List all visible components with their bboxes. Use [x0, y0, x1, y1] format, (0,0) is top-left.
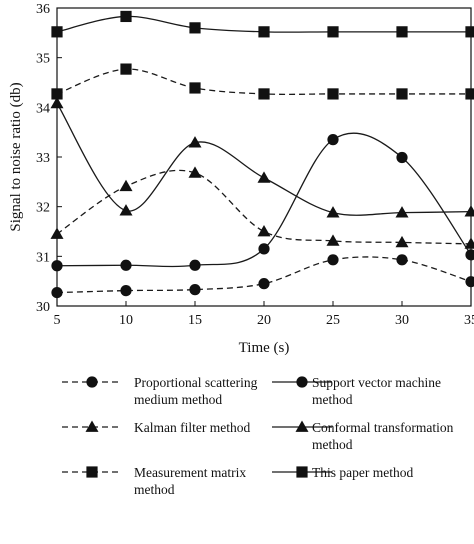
legend-label-kalman-filter-method: Kalman filter method	[134, 420, 250, 435]
series-line-conformal-transformation-method	[56, 103, 472, 216]
legend-item-proportional-scattering-medium-method: Proportional scattering medium method	[62, 375, 258, 407]
legend-swatch-marker	[296, 466, 308, 478]
legend-item-measurement-matrix-method: Measurement matrix method	[62, 465, 246, 497]
data-point-kalman-filter-method-5	[50, 227, 64, 239]
y-tick-label-30: 30	[36, 300, 50, 315]
data-point-this-paper-method-20	[258, 26, 270, 38]
data-point-support-vector-machine-method-25	[327, 134, 339, 146]
legend-label-proportional-scattering-medium-method: Proportional scattering	[134, 375, 258, 390]
legend-swatch-marker	[295, 420, 309, 432]
data-point-measurement-matrix-method-5	[51, 88, 63, 100]
data-point-kalman-filter-method-25	[326, 234, 340, 246]
data-point-proportional-scattering-medium-method-20	[258, 278, 270, 290]
data-point-proportional-scattering-medium-method-35	[465, 276, 474, 288]
series-markers	[50, 10, 474, 299]
data-point-measurement-matrix-method-15	[189, 82, 201, 94]
legend-swatch-marker	[86, 376, 98, 388]
legend-item-kalman-filter-method: Kalman filter method	[62, 420, 250, 435]
data-point-proportional-scattering-medium-method-25	[327, 254, 339, 266]
data-point-kalman-filter-method-15	[188, 166, 202, 178]
legend-label-measurement-matrix-method: Measurement matrix	[134, 465, 246, 480]
x-axis-title: Time (s)	[239, 340, 290, 356]
legend-label-measurement-matrix-method: method	[134, 482, 175, 497]
x-tick-label-15: 15	[188, 313, 202, 328]
x-tick-label-30: 30	[395, 313, 409, 328]
y-tick-label-34: 34	[36, 101, 50, 116]
legend-swatch-marker	[85, 420, 99, 432]
data-point-this-paper-method-30	[396, 26, 408, 38]
data-point-this-paper-method-10	[120, 10, 132, 23]
data-point-this-paper-method-35	[465, 26, 474, 38]
data-point-support-vector-machine-method-35	[465, 249, 474, 261]
data-point-measurement-matrix-method-25	[327, 88, 339, 100]
data-point-support-vector-machine-method-20	[258, 243, 270, 255]
data-point-conformal-transformation-method-10	[119, 204, 133, 216]
legend-item-conformal-transformation-method: Conformal transformation method	[272, 420, 454, 452]
axis-ticks: 5 10 15 20 25 30 35 30 31 32 33 34 35 36	[36, 2, 474, 328]
legend: Proportional scattering medium method Supp…	[62, 375, 454, 497]
data-point-conformal-transformation-method-15	[188, 136, 202, 148]
data-point-measurement-matrix-method-20	[258, 88, 270, 100]
legend-item-support-vector-machine-method: Support vector machine method	[272, 375, 441, 407]
data-point-conformal-transformation-method-30	[395, 206, 409, 218]
y-tick-label-33: 33	[36, 151, 50, 166]
data-point-support-vector-machine-method-15	[189, 259, 201, 271]
x-tick-label-25: 25	[326, 313, 340, 328]
legend-label-proportional-scattering-medium-method: medium method	[134, 392, 222, 407]
plot-area-frame	[56, 7, 472, 307]
data-point-kalman-filter-method-20	[257, 225, 271, 237]
data-point-support-vector-machine-method-5	[51, 260, 63, 272]
y-tick-label-35: 35	[36, 52, 50, 67]
y-tick-label-32: 32	[36, 201, 50, 216]
x-tick-label-5: 5	[54, 313, 61, 328]
data-point-conformal-transformation-method-25	[326, 206, 340, 218]
data-point-measurement-matrix-method-10	[120, 63, 132, 75]
data-point-support-vector-machine-method-30	[396, 151, 408, 164]
x-tick-label-10: 10	[119, 313, 133, 328]
data-point-proportional-scattering-medium-method-10	[120, 285, 132, 297]
data-point-support-vector-machine-method-10	[120, 259, 132, 271]
legend-label-support-vector-machine-method: Support vector machine	[312, 375, 441, 390]
y-tick-label-36: 36	[36, 2, 50, 17]
y-tick-label-31: 31	[36, 250, 50, 265]
legend-item-this-paper-method: This paper method	[272, 465, 413, 480]
data-point-kalman-filter-method-10	[119, 179, 133, 192]
y-axis-title: Signal to noise ratio (db)	[8, 82, 24, 231]
legend-label-support-vector-machine-method: method	[312, 392, 353, 407]
data-point-measurement-matrix-method-35	[465, 88, 474, 100]
data-point-conformal-transformation-method-5	[50, 96, 64, 109]
legend-label-conformal-transformation-method: Conformal transformation	[312, 420, 454, 435]
x-tick-label-20: 20	[257, 313, 271, 328]
data-point-proportional-scattering-medium-method-15	[189, 284, 201, 296]
legend-swatch-marker	[296, 376, 308, 388]
data-point-measurement-matrix-method-30	[396, 88, 408, 100]
data-point-kalman-filter-method-35	[464, 237, 474, 249]
legend-label-conformal-transformation-method: method	[312, 437, 353, 452]
data-point-conformal-transformation-method-35	[464, 205, 474, 217]
data-point-conformal-transformation-method-20	[257, 171, 271, 183]
legend-swatch-marker	[86, 466, 98, 478]
data-point-this-paper-method-5	[51, 26, 63, 38]
data-point-this-paper-method-15	[189, 22, 201, 34]
data-point-this-paper-method-25	[327, 26, 339, 38]
data-point-kalman-filter-method-30	[395, 235, 409, 248]
x-tick-label-35: 35	[464, 313, 474, 328]
data-point-proportional-scattering-medium-method-30	[396, 254, 408, 266]
legend-label-this-paper-method: This paper method	[312, 465, 413, 480]
data-point-proportional-scattering-medium-method-5	[51, 286, 63, 299]
